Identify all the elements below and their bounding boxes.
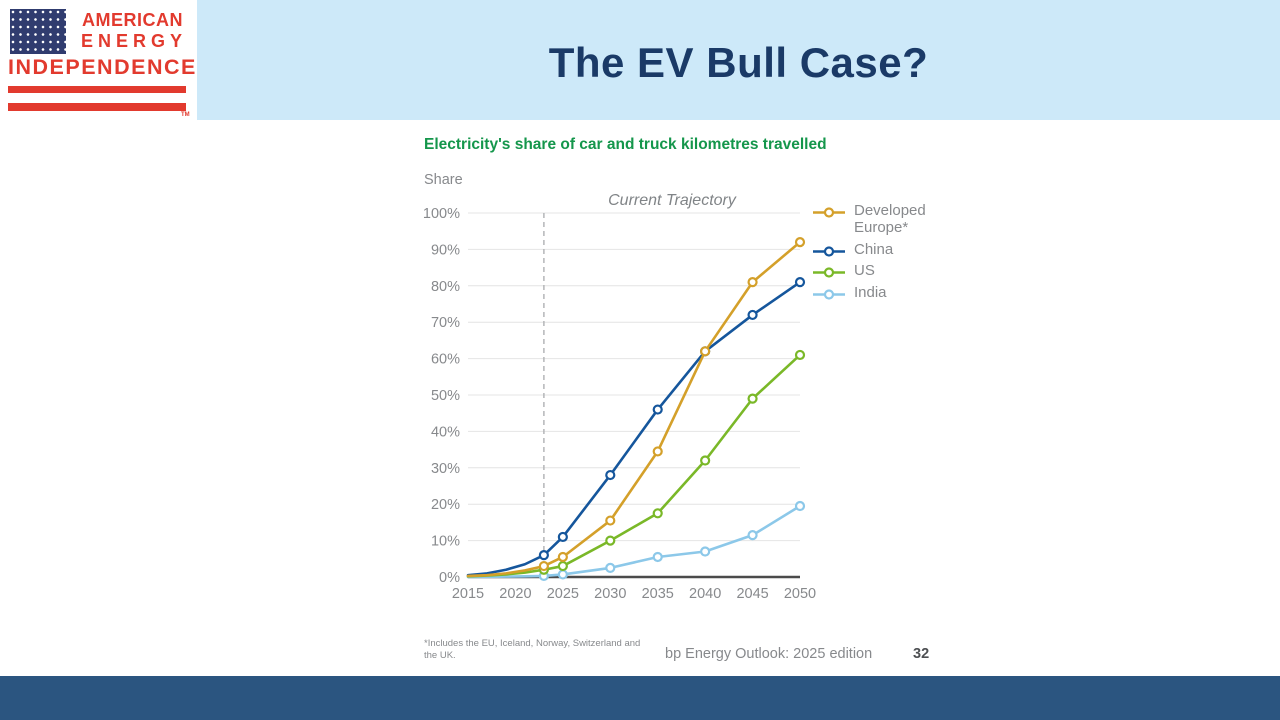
series-marker (747, 277, 758, 288)
x-tick-label: 2020 (499, 586, 531, 602)
legend-item-india: India (812, 284, 946, 302)
logo-text-energy: ENERGY (80, 31, 187, 51)
chart-footnote: *Includes the EU, Iceland, Norway, Switz… (424, 638, 641, 662)
series-marker (557, 531, 568, 543)
series-marker (700, 546, 711, 557)
legend-marker-icon (813, 207, 845, 218)
header-band: The EV Bull Case? (197, 0, 1280, 120)
page-number: 32 (913, 646, 930, 662)
legend-marker-icon (813, 267, 845, 278)
legend-item-china: China (812, 240, 946, 259)
y-tick-label: 30% (431, 461, 460, 477)
legend-label: China (854, 240, 894, 258)
logo-text-american: AMERICAN (82, 10, 183, 30)
series-marker (538, 560, 549, 572)
series-marker (700, 455, 711, 466)
series-marker (538, 550, 549, 561)
series-marker (747, 393, 758, 404)
series-line-US (466, 353, 802, 578)
source-citation: bp Energy Outlook: 2025 edition (665, 646, 873, 662)
y-axis-label: Share (424, 172, 463, 188)
series-marker (794, 349, 806, 361)
series-marker (605, 535, 616, 546)
chart-title: Electricity's share of car and truck kil… (424, 136, 827, 153)
series-marker (557, 560, 568, 572)
legend-item-developed-europe-: Developed Europe* (812, 202, 946, 237)
x-tick-label: 2035 (642, 586, 674, 602)
x-tick-label: 2050 (784, 586, 816, 602)
legend-label: Developed Europe* (854, 202, 926, 236)
y-tick-label: 50% (431, 388, 460, 404)
page-title: The EV Bull Case? (548, 39, 929, 86)
series-marker (557, 569, 568, 580)
y-tick-label: 100% (423, 206, 460, 222)
flag-stripe (8, 86, 186, 93)
flag-stripe (8, 103, 186, 111)
legend-label: US (854, 262, 875, 280)
flag-stars-icon (10, 9, 66, 54)
chart-annotation: Current Trajectory (608, 192, 736, 209)
y-tick-label: 70% (431, 315, 460, 331)
american-energy-independence-logo: AMERICAN ENERGY INDEPENDENCE TM (0, 0, 197, 122)
series-marker (794, 500, 806, 512)
series-marker (605, 515, 616, 526)
series-marker (747, 309, 758, 321)
legend-marker-icon (813, 245, 845, 257)
x-tick-label: 2045 (736, 586, 768, 602)
y-tick-label: 80% (431, 279, 460, 295)
x-tick-label: 2040 (689, 586, 721, 602)
x-tick-label: 2025 (547, 586, 579, 602)
x-tick-label: 2015 (452, 586, 484, 602)
y-tick-label: 90% (431, 242, 460, 258)
chart-legend: Developed Europe* China US India (812, 202, 946, 307)
series-marker (794, 237, 806, 248)
bottom-bar (0, 676, 1280, 720)
chart-canvas: 0% 10% 20% 30% 40% 50% 60% 70% 80% 90% 100% 2015 202… (423, 206, 816, 602)
y-tick-label: 10% (431, 534, 460, 550)
series-marker (652, 404, 663, 415)
y-tick-label: 40% (431, 424, 460, 440)
series-marker (557, 551, 568, 563)
legend-label: India (854, 284, 887, 302)
trademark-symbol: TM (181, 112, 190, 118)
series-marker (652, 551, 663, 563)
series-marker (747, 530, 758, 541)
series-marker (605, 562, 616, 573)
series-marker (652, 508, 663, 519)
legend-marker-icon (813, 289, 845, 300)
series-marker (700, 346, 711, 357)
y-tick-label: 60% (431, 352, 460, 368)
series-marker (605, 469, 616, 481)
logo-text-independence: INDEPENDENCE (8, 55, 197, 79)
x-tick-label: 2030 (594, 586, 626, 602)
series-marker (652, 446, 663, 457)
series-marker (794, 277, 806, 288)
y-tick-label: 20% (431, 497, 460, 513)
legend-item-us: US (812, 263, 946, 280)
y-tick-label: 0% (439, 570, 460, 586)
